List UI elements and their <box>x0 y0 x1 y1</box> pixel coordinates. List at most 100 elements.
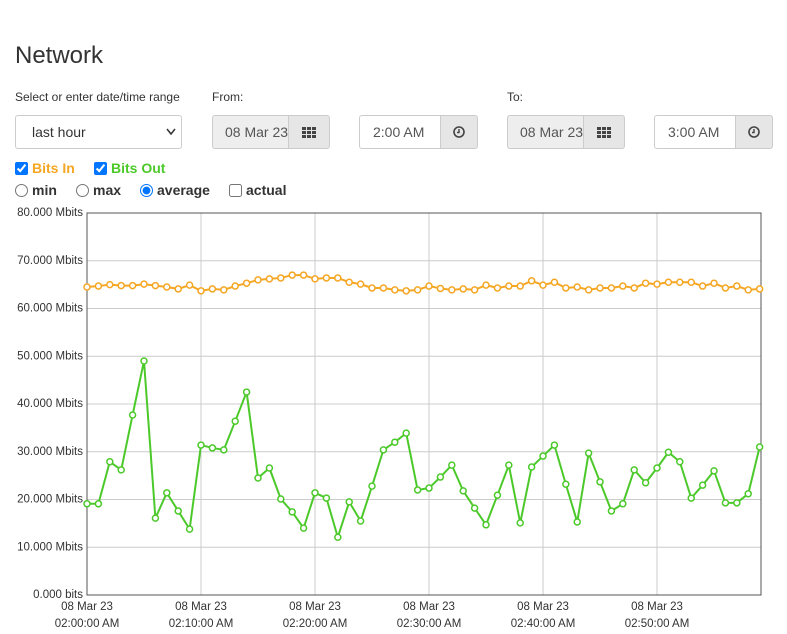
data-point <box>163 489 171 497</box>
data-point <box>94 282 103 290</box>
mode-option[interactable]: average <box>140 182 210 198</box>
data-point <box>356 280 365 288</box>
data-point <box>676 278 684 286</box>
mode-option[interactable]: actual <box>229 182 286 198</box>
data-point <box>220 446 228 454</box>
radio[interactable] <box>15 183 28 197</box>
data-point <box>573 518 581 526</box>
data-point <box>277 495 285 503</box>
y-tick-label: 10.000 Mbits <box>17 541 83 553</box>
data-point <box>413 286 422 294</box>
data-point <box>641 479 650 487</box>
clock-icon <box>748 126 760 138</box>
data-point <box>345 278 353 286</box>
to-date-button[interactable] <box>583 115 625 149</box>
from-date-input[interactable]: 08 Mar 23 <box>212 115 289 149</box>
data-point <box>516 519 524 527</box>
to-date-input[interactable]: 08 Mar 23 <box>507 115 584 149</box>
data-point <box>733 282 741 290</box>
data-point <box>630 466 638 474</box>
x-tick-label: 02:30:00 AM <box>397 618 462 630</box>
x-tick-label: 02:40:00 AM <box>511 618 576 630</box>
data-point <box>425 484 433 492</box>
data-point <box>402 429 410 437</box>
data-point <box>493 284 502 292</box>
mode-option[interactable]: max <box>76 182 121 198</box>
plot-border <box>86 212 762 596</box>
data-point <box>151 281 160 290</box>
data-point <box>299 524 308 532</box>
data-point <box>83 500 91 508</box>
data-point <box>539 281 547 289</box>
page-title: Network <box>15 42 104 69</box>
data-point <box>470 504 479 512</box>
data-point <box>379 284 388 292</box>
x-tick-label: 08 Mar 23 <box>403 601 455 613</box>
data-point <box>562 480 570 488</box>
mode-option[interactable]: min <box>15 182 57 198</box>
y-tick-label: 70.000 Mbits <box>17 255 83 267</box>
mode-label: actual <box>246 182 287 198</box>
data-point <box>562 284 570 292</box>
data-point <box>653 464 661 472</box>
data-point <box>345 498 353 506</box>
calendar-icon <box>597 126 611 138</box>
radio[interactable] <box>140 183 153 197</box>
checkbox[interactable] <box>229 183 242 197</box>
data-point <box>505 282 513 290</box>
y-tick-label: 20.000 Mbits <box>17 494 83 506</box>
checkbox[interactable] <box>94 161 107 175</box>
from-time-button[interactable] <box>440 115 478 149</box>
legend-label: Bits In <box>32 160 75 176</box>
data-point <box>140 357 148 365</box>
data-point <box>619 282 627 290</box>
data-point <box>744 490 752 498</box>
range-select[interactable]: last hour <box>15 115 182 149</box>
data-point <box>459 285 467 293</box>
series-toggle[interactable]: Bits In <box>15 160 75 176</box>
data-point <box>687 494 695 502</box>
data-point <box>231 282 239 290</box>
data-point <box>448 286 456 294</box>
to-time-input[interactable]: 3:00 AM <box>654 115 736 149</box>
data-point <box>185 281 194 289</box>
data-point <box>436 284 445 293</box>
data-point <box>676 458 684 466</box>
data-point <box>379 446 388 454</box>
data-point <box>516 282 524 290</box>
data-point <box>755 443 764 451</box>
data-point <box>664 278 673 286</box>
data-point <box>117 281 125 290</box>
data-point <box>596 284 604 292</box>
checkbox[interactable] <box>15 161 28 175</box>
data-point <box>425 282 433 290</box>
mode-label: average <box>157 182 210 198</box>
from-time-input[interactable]: 2:00 AM <box>359 115 441 149</box>
from-date-value: 08 Mar 23 <box>225 124 289 140</box>
data-point <box>584 449 593 457</box>
x-tick-label: 02:10:00 AM <box>169 618 234 630</box>
series-toggle[interactable]: Bits Out <box>94 160 165 176</box>
data-point <box>539 452 547 460</box>
data-point <box>459 487 467 495</box>
range-label: Select or enter date/time range <box>15 90 180 104</box>
data-point <box>619 500 627 508</box>
from-time-value: 2:00 AM <box>373 124 425 140</box>
data-point <box>573 283 581 291</box>
from-date-button[interactable] <box>288 115 330 149</box>
y-tick-label: 30.000 Mbits <box>17 446 83 458</box>
clock-icon <box>453 126 465 138</box>
data-point <box>140 280 148 288</box>
radio[interactable] <box>76 183 89 197</box>
data-point <box>482 521 490 529</box>
y-tick-label: 0.000 bits <box>33 589 83 601</box>
data-point <box>733 499 741 507</box>
data-point <box>265 464 274 472</box>
data-point <box>254 276 262 284</box>
data-point <box>630 284 638 292</box>
data-point <box>174 285 182 293</box>
data-point <box>391 286 399 294</box>
to-time-button[interactable] <box>735 115 773 149</box>
data-point <box>664 448 673 456</box>
data-point <box>220 286 228 294</box>
